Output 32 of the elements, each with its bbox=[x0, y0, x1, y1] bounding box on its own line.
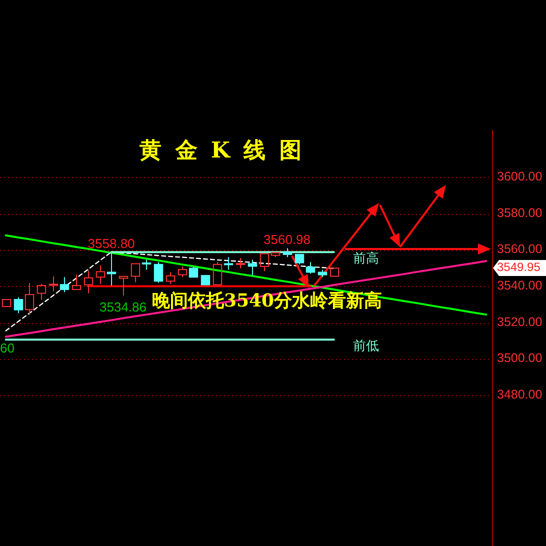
candlestick bbox=[248, 259, 258, 276]
candlestick bbox=[2, 298, 12, 308]
y-tick-label: 3500.00 bbox=[497, 351, 542, 366]
candlestick bbox=[236, 258, 246, 269]
candlestick bbox=[130, 263, 140, 283]
y-tick-label: 3540.00 bbox=[497, 278, 542, 293]
candlestick bbox=[106, 252, 116, 286]
candlestick bbox=[84, 270, 94, 294]
text: 3549.95 bbox=[497, 260, 541, 274]
y-tick-label: 3600.00 bbox=[497, 170, 542, 184]
candlestick bbox=[166, 272, 176, 284]
y-tick-label: 3480.00 bbox=[497, 388, 542, 402]
candlestick bbox=[96, 265, 106, 284]
annotation: 60 bbox=[0, 340, 14, 356]
chart-title: 黄 金 K 线 图 bbox=[138, 138, 304, 164]
y-tick-label: 3520.00 bbox=[497, 314, 542, 329]
candlestick bbox=[24, 282, 34, 316]
annotation: 3534.86 bbox=[100, 300, 146, 315]
y-tick-label: 3560.00 bbox=[497, 242, 542, 256]
candlestick bbox=[118, 276, 128, 296]
candlestick bbox=[72, 274, 82, 290]
candlestick bbox=[224, 256, 234, 270]
candlestick bbox=[330, 268, 340, 277]
line-series bbox=[4, 234, 488, 316]
candlestick bbox=[200, 275, 210, 286]
series-label: 前低 bbox=[352, 338, 379, 354]
series-label: 前高 bbox=[352, 250, 379, 266]
candlestick bbox=[48, 276, 58, 292]
annotation: 3560.98 bbox=[264, 232, 310, 248]
annotation: 3558.80 bbox=[88, 236, 135, 252]
y-tick-label: 3580.00 bbox=[497, 206, 542, 220]
candlestick bbox=[60, 276, 70, 293]
